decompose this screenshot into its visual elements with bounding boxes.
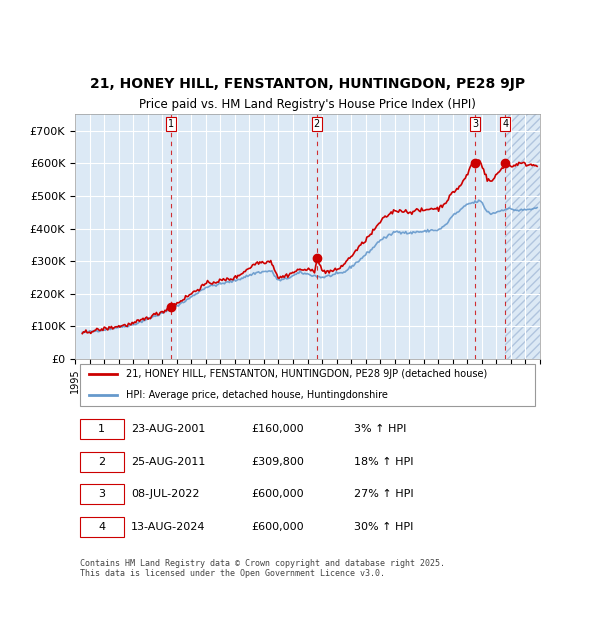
Text: Contains HM Land Registry data © Crown copyright and database right 2025.
This d: Contains HM Land Registry data © Crown c…: [80, 559, 445, 578]
Text: 18% ↑ HPI: 18% ↑ HPI: [354, 457, 413, 467]
Text: 30% ↑ HPI: 30% ↑ HPI: [354, 522, 413, 532]
FancyBboxPatch shape: [80, 419, 124, 439]
Text: 1: 1: [98, 424, 105, 434]
Text: 2: 2: [314, 119, 320, 130]
Text: 27% ↑ HPI: 27% ↑ HPI: [354, 489, 413, 499]
Text: 21, HONEY HILL, FENSTANTON, HUNTINGDON, PE28 9JP (detached house): 21, HONEY HILL, FENSTANTON, HUNTINGDON, …: [126, 370, 487, 379]
Text: 3: 3: [472, 119, 478, 130]
Text: 25-AUG-2011: 25-AUG-2011: [131, 457, 205, 467]
Text: 1: 1: [169, 119, 175, 130]
Text: HPI: Average price, detached house, Huntingdonshire: HPI: Average price, detached house, Hunt…: [126, 390, 388, 400]
FancyBboxPatch shape: [80, 484, 124, 504]
Text: 3: 3: [98, 489, 105, 499]
Text: 08-JUL-2022: 08-JUL-2022: [131, 489, 199, 499]
Text: 21, HONEY HILL, FENSTANTON, HUNTINGDON, PE28 9JP: 21, HONEY HILL, FENSTANTON, HUNTINGDON, …: [90, 77, 525, 91]
Text: 23-AUG-2001: 23-AUG-2001: [131, 424, 205, 434]
Text: £309,800: £309,800: [252, 457, 305, 467]
Text: £160,000: £160,000: [252, 424, 304, 434]
Text: 2: 2: [98, 457, 105, 467]
Text: Price paid vs. HM Land Registry's House Price Index (HPI): Price paid vs. HM Land Registry's House …: [139, 98, 476, 111]
Text: 13-AUG-2024: 13-AUG-2024: [131, 522, 205, 532]
Bar: [505, 114, 540, 359]
Text: 4: 4: [502, 119, 508, 130]
Text: 4: 4: [98, 522, 105, 532]
FancyBboxPatch shape: [80, 452, 124, 472]
Bar: [505, 114, 540, 359]
FancyBboxPatch shape: [80, 517, 124, 537]
FancyBboxPatch shape: [80, 364, 535, 406]
Text: £600,000: £600,000: [252, 522, 304, 532]
Text: £600,000: £600,000: [252, 489, 304, 499]
Text: 3% ↑ HPI: 3% ↑ HPI: [354, 424, 406, 434]
